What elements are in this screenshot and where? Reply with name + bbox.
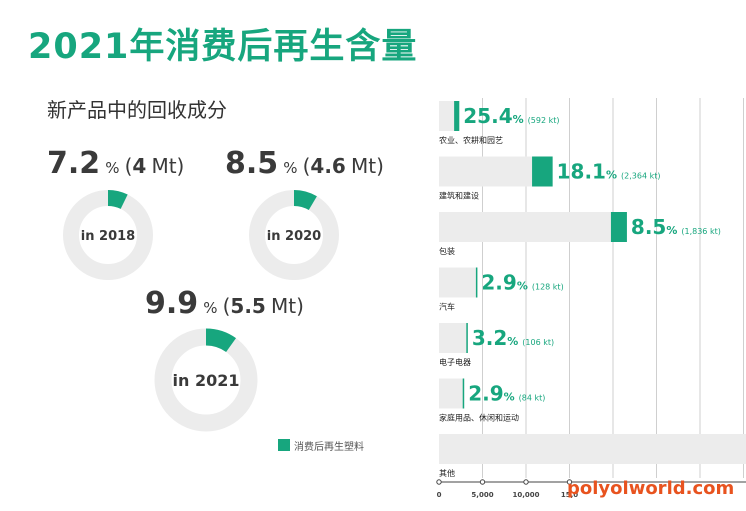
legend: 消费后再生塑料 [278, 435, 364, 454]
recycled-bar [462, 378, 465, 409]
donut-2018-arc [107, 190, 128, 210]
x-tick-mark [436, 479, 442, 485]
total-bar [439, 212, 627, 242]
donut-2021-arc [205, 328, 237, 353]
stat-2018-unit: % [105, 159, 120, 177]
stat-2021-unit: % [203, 299, 218, 317]
legend-label: 消费后再生塑料 [294, 442, 364, 453]
stat-2020-amount: 4.6 [310, 154, 346, 178]
bar-pct-unit: % [504, 391, 515, 404]
recycled-bar [454, 101, 460, 131]
stat-2020-unit: % [283, 159, 298, 177]
bar-pct-unit: % [513, 113, 524, 126]
bar-pct: 2.9 [468, 382, 503, 406]
bar-pct: 25.4 [463, 104, 512, 128]
x-tick-mark [479, 479, 486, 485]
donut-2018-label: in 2018 [81, 229, 135, 244]
stat-2020-pct: 8.5 [225, 146, 279, 181]
bar-kt: (106 kt) [522, 338, 554, 347]
bar-pct: 3.2 [472, 326, 507, 350]
stat-2018: 7.2 % (4 Mt) [47, 146, 185, 181]
legend-swatch [278, 439, 290, 451]
bar-pct-unit: % [507, 335, 518, 348]
bar-value-label: 25.4% (592 kt) [463, 104, 559, 128]
bar-value-label: 2.9% (84 kt) [468, 382, 545, 406]
stat-2018-amount: 4 [132, 154, 147, 178]
stat-2020: 8.5 % (4.6 Mt) [225, 146, 384, 181]
bar-value-label: 8.5% (1,836 kt) [631, 215, 721, 239]
bar-pct-unit: % [666, 224, 677, 237]
x-tick-label: 0 [437, 491, 442, 499]
page-subtitle: 新产品中的回收成分 [47, 98, 227, 122]
donut-2020-arc [293, 190, 317, 211]
donut-2021-label: in 2021 [173, 371, 240, 390]
stat-2021-pct: 9.9 [145, 286, 199, 321]
bar-pct-unit: % [517, 280, 528, 293]
x-tick-label: 10,000 [512, 491, 539, 499]
donut-2020-label: in 2020 [267, 229, 321, 244]
watermark: polyolworld.com [567, 478, 735, 499]
category-label: 其他 [439, 468, 455, 478]
total-bar [439, 267, 478, 298]
stat-2021-amount-unit: Mt [270, 294, 297, 318]
x-tick-mark [566, 479, 573, 485]
bar-pct: 18.1 [557, 160, 606, 184]
total-bar [439, 378, 465, 409]
x-tick-label: 15,0 [561, 491, 578, 499]
donut-2021: in 2021 [154, 328, 258, 432]
donut-2018: in 2018 [63, 190, 153, 280]
page-title: 2021年消费后再生含量 [28, 27, 418, 67]
stat-2021: 9.9 % (5.5 Mt) [145, 286, 304, 321]
stat-2020-amount-unit: Mt [350, 154, 377, 178]
stat-2018-pct: 7.2 [47, 146, 101, 181]
recycled-bar [610, 212, 627, 242]
x-tick-label: 5,000 [471, 491, 493, 499]
recycled-bar [532, 156, 553, 187]
total-bar [439, 323, 468, 353]
stat-2018-amount-unit: Mt [151, 154, 177, 178]
bar-kt: (592 kt) [528, 116, 560, 125]
category-label: 汽车 [439, 302, 455, 312]
bar-pct-unit: % [606, 169, 617, 182]
category-label: 家庭用品、休闲和运动 [439, 413, 519, 423]
recycled-bar [475, 267, 478, 298]
bar-kt: (84 kt) [519, 394, 546, 403]
recycled-bar [466, 323, 468, 353]
bar-value-label: 2.9% (128 kt) [481, 271, 563, 295]
bar-kt: (128 kt) [532, 283, 564, 292]
x-tick-mark [523, 479, 529, 485]
category-label: 农业、农耕和园艺 [439, 135, 503, 145]
donut-2020: in 2020 [249, 190, 339, 280]
category-label: 建筑和建设 [439, 191, 479, 201]
category-label: 包装 [439, 246, 455, 256]
bar-kt: (1,836 kt) [681, 227, 720, 236]
stat-2021-amount: 5.5 [230, 294, 266, 318]
bar-value-label: 18.1% (2,364 kt) [557, 160, 661, 184]
bar-pct: 8.5 [631, 215, 666, 239]
bar-pct: 2.9 [481, 271, 516, 295]
bar-value-label: 3.2% (106 kt) [472, 326, 554, 350]
bar-kt: (2,364 kt) [621, 172, 660, 181]
category-label: 电子电器 [439, 357, 471, 367]
total-bar [439, 434, 746, 464]
